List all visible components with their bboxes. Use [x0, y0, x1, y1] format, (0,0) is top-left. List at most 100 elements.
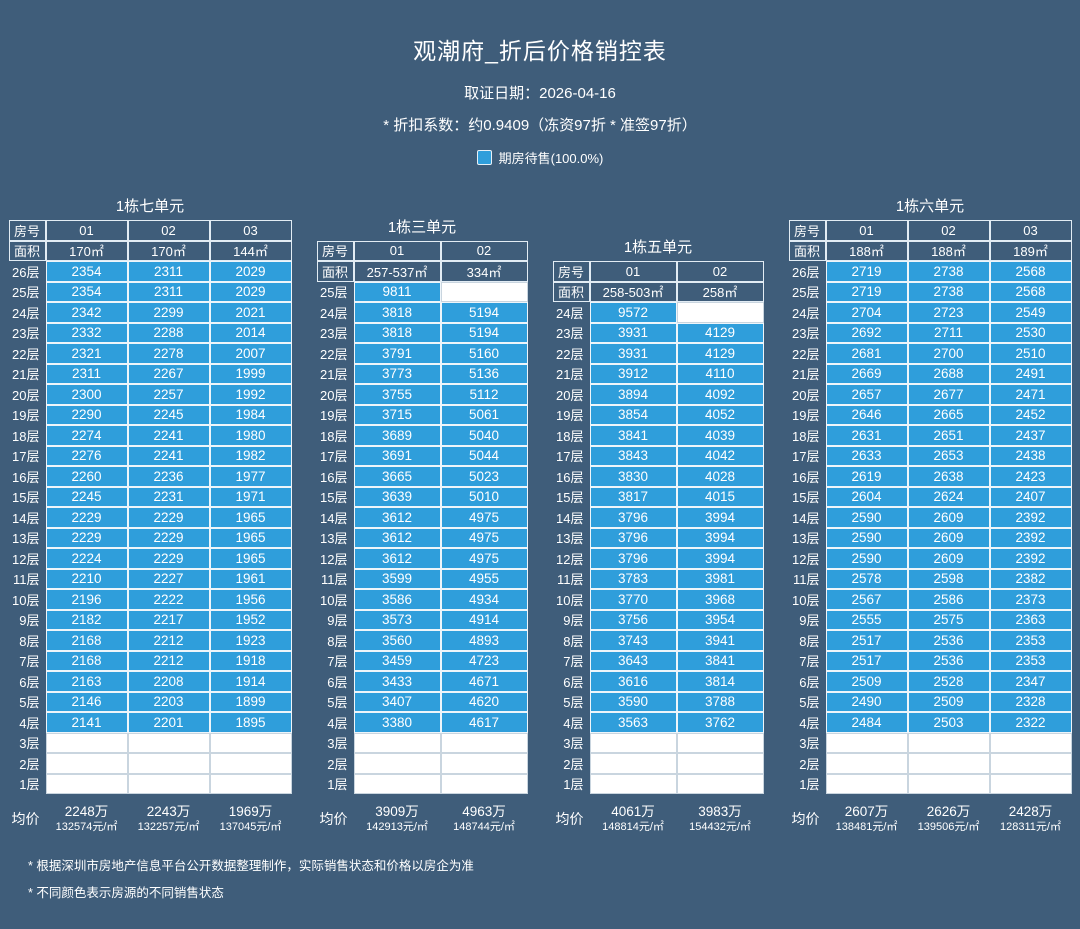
empty-cell — [907, 732, 990, 753]
floor-label: 12层 — [792, 551, 820, 567]
price-cell: 2141 — [45, 712, 128, 733]
price-cell: 2700 — [907, 343, 990, 364]
avg-row: 均价 2607万 138481元/㎡ 2626万 139506元/㎡ 2428万 12831… — [789, 800, 1072, 838]
empty-cell — [589, 753, 677, 774]
price-cell: 1923 — [209, 630, 292, 651]
floor-label: 1层 — [327, 777, 348, 793]
floor-label: 22层 — [12, 346, 40, 362]
empty-cell — [127, 753, 210, 774]
empty-cell — [209, 732, 292, 753]
price-cell: 4723 — [440, 650, 528, 671]
price-cell: 3586 — [353, 589, 441, 610]
price-cell: 2423 — [989, 466, 1072, 487]
floor-label: 19层 — [320, 408, 348, 424]
price-cell: 3994 — [676, 527, 764, 548]
avg-unit-price: 137045元/㎡ — [219, 820, 282, 833]
price-grid: 房号 01 02 面积 258-503㎡ 258㎡ 24层 9572 23层 3931 4129 22… — [552, 261, 764, 794]
floor-label: 24层 — [12, 305, 40, 321]
price-cell: 2609 — [907, 527, 990, 548]
price-cell: 4975 — [440, 527, 528, 548]
empty-cell — [989, 773, 1072, 794]
price-cell: 2210 — [45, 568, 128, 589]
price-cell: 2719 — [825, 281, 908, 302]
floor-label: 3层 — [563, 736, 584, 752]
price-cell: 4975 — [440, 548, 528, 569]
price-cell: 3788 — [676, 691, 764, 712]
price-cell: 1956 — [209, 589, 292, 610]
price-cell: 2633 — [825, 445, 908, 466]
price-cell: 2354 — [45, 261, 128, 282]
floor-label: 17层 — [792, 449, 820, 465]
avg-unit-price: 148814元/㎡ — [602, 820, 664, 833]
price-cell: 2575 — [907, 609, 990, 630]
price-cell: 3643 — [589, 650, 677, 671]
empty-cell — [353, 773, 441, 794]
floor-label: 17层 — [556, 449, 584, 465]
price-cell: 2536 — [907, 650, 990, 671]
price-cell: 5136 — [440, 363, 528, 384]
price-cell: 2657 — [825, 384, 908, 405]
price-cell: 3994 — [676, 548, 764, 569]
price-cell: 3796 — [589, 548, 677, 569]
price-cell: 2229 — [45, 507, 128, 528]
empty-cell — [127, 773, 210, 794]
price-cell: 2624 — [907, 486, 990, 507]
floor-label: 23层 — [556, 326, 584, 342]
price-cell: 1984 — [209, 404, 292, 425]
area-header-label: 面积 — [316, 261, 354, 282]
avg-cell: 2243万 132257元/㎡ — [128, 800, 210, 838]
price-cell: 2217 — [127, 609, 210, 630]
price-cell: 1992 — [209, 384, 292, 405]
price-cell: 2363 — [989, 609, 1072, 630]
floor-label: 5层 — [799, 695, 820, 711]
price-cell: 3612 — [353, 548, 441, 569]
area-header-label: 面积 — [552, 281, 590, 302]
price-cell: 3817 — [589, 486, 677, 507]
price-cell: 2598 — [907, 568, 990, 589]
price-cell: 2490 — [825, 691, 908, 712]
avg-label: 均价 — [791, 811, 820, 827]
price-cell: 5040 — [440, 425, 528, 446]
price-cell: 2509 — [907, 691, 990, 712]
price-cell: 3755 — [353, 384, 441, 405]
price-cell: 1977 — [209, 466, 292, 487]
price-cell: 3573 — [353, 609, 441, 630]
floor-label: 3层 — [799, 736, 820, 752]
price-cell: 2382 — [989, 568, 1072, 589]
price-cell: 2300 — [45, 384, 128, 405]
avg-cell: 2248万 132574元/㎡ — [46, 800, 128, 838]
price-cell: 2638 — [907, 466, 990, 487]
room-header-label: 房号 — [552, 261, 590, 282]
avg-total: 2607万 — [844, 803, 889, 819]
price-cell: 2311 — [45, 363, 128, 384]
price-cell: 4617 — [440, 712, 528, 733]
price-cell: 4110 — [676, 363, 764, 384]
price-cell: 2231 — [127, 486, 210, 507]
empty-cell — [209, 773, 292, 794]
price-cell: 3981 — [676, 568, 764, 589]
price-cell: 2201 — [127, 712, 210, 733]
section-4: 1栋六单元 房号 01 02 03 面积 188㎡ 188㎡ 189㎡ 26层 2719 2738 25… — [788, 196, 1072, 838]
price-cell: 2276 — [45, 445, 128, 466]
sections-container: 1栋七单元 房号 01 02 03 面积 170㎡ 170㎡ 144㎡ 26层 2354 2311 20… — [0, 196, 1080, 838]
avg-total: 4963万 — [462, 803, 506, 819]
area-header-label: 面积 — [8, 240, 46, 261]
price-cell: 2182 — [45, 609, 128, 630]
floor-label: 3层 — [19, 736, 40, 752]
floor-label: 20层 — [320, 387, 348, 403]
floor-label: 24层 — [792, 305, 820, 321]
price-cell: 2332 — [45, 322, 128, 343]
price-cell: 5061 — [440, 404, 528, 425]
floor-label: 1层 — [19, 777, 40, 793]
floor-label: 2层 — [563, 756, 584, 772]
price-cell: 2196 — [45, 589, 128, 610]
empty-cell — [676, 753, 764, 774]
price-cell: 3818 — [353, 302, 441, 323]
floor-label: 16层 — [792, 469, 820, 485]
floor-label: 9层 — [19, 613, 40, 629]
price-cell: 3814 — [676, 671, 764, 692]
empty-cell — [989, 753, 1072, 774]
unit-header-cell: 02 — [440, 240, 528, 261]
floor-label: 7层 — [799, 654, 820, 670]
price-cell: 3380 — [353, 712, 441, 733]
